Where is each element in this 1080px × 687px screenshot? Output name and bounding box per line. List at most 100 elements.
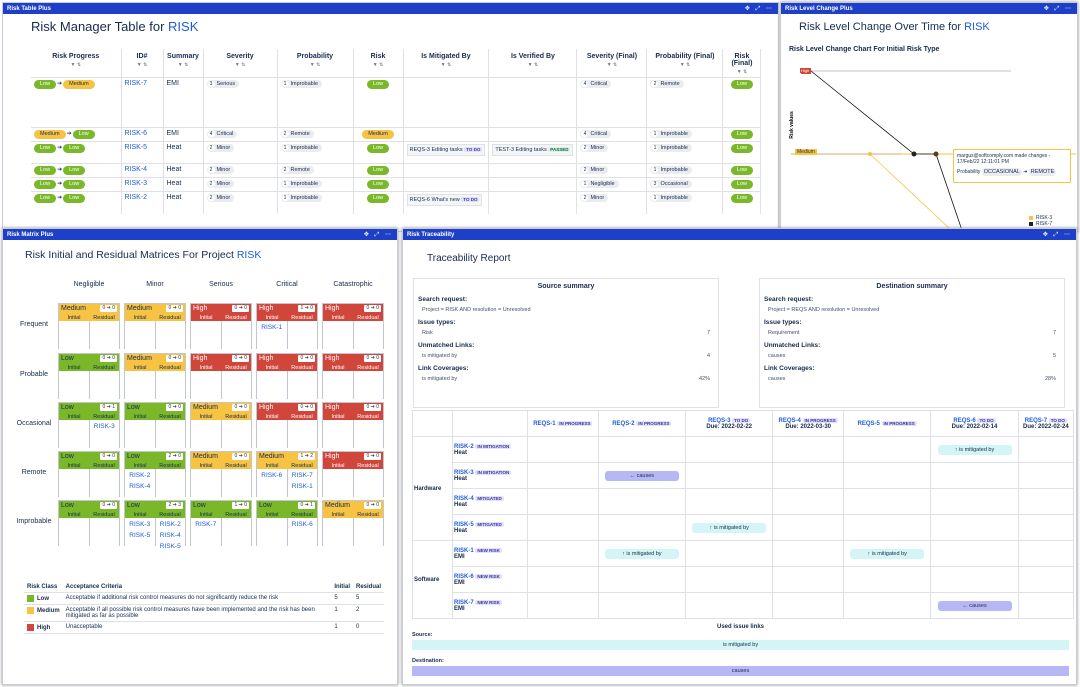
filter-sort-icon[interactable]: ▼ ⇅ (70, 62, 82, 68)
requirement-link[interactable]: REQS-3 (708, 417, 733, 424)
matrix-cell[interactable]: Low 0 ➔ 0 Initial Residual (58, 353, 120, 399)
matrix-cell[interactable]: Medium 0 ➔ 0 Initial Residual (190, 451, 252, 497)
initial-risks[interactable] (125, 420, 156, 448)
initial-risks[interactable] (323, 518, 354, 546)
initial-risks[interactable]: RISK-1 (257, 321, 288, 349)
requirement-link[interactable]: REQS-1 (533, 420, 558, 427)
panel-controls[interactable]: ✥ ⤢ ⋯ (1042, 231, 1072, 238)
link-cell[interactable]: ← causes (930, 592, 1019, 619)
initial-risks[interactable]: RISK-3 RISK-5 (125, 518, 156, 546)
initial-risks[interactable] (191, 469, 222, 497)
link-cell[interactable] (527, 592, 599, 619)
link-cell[interactable] (1017, 592, 1075, 619)
residual-risks[interactable] (288, 420, 318, 448)
matrix-cell[interactable]: High 0 ➔ 0 Initial Residual (322, 451, 384, 497)
column-header[interactable]: Summary ▼ ⇅ (163, 49, 204, 78)
risk-link[interactable]: RISK-3 (454, 469, 476, 476)
filter-sort-icon[interactable]: ▼ ⇅ (679, 62, 691, 68)
filter-sort-icon[interactable]: ▼ ⇅ (606, 62, 618, 68)
residual-risks[interactable]: RISK-7 RISK-1 (288, 469, 318, 497)
link-cell[interactable]: ↑ is mitigated by (597, 540, 687, 567)
matrix-cell[interactable]: Medium 1 ➔ 2 Initial Residual RISK-6 RISK-7 RI… (256, 451, 318, 497)
initial-risks[interactable] (59, 371, 90, 399)
matrix-cell[interactable]: High 0 ➔ 0 Initial Residual (256, 353, 318, 399)
link-cell[interactable] (684, 592, 774, 619)
link-cell[interactable] (930, 462, 1019, 489)
link-cell[interactable]: ↑ is mitigated by (842, 540, 932, 567)
risk-id-link[interactable]: RISK-6 (121, 127, 164, 142)
link-cell[interactable] (772, 488, 844, 515)
column-header[interactable]: Severity (Final) ▼ ⇅ (576, 49, 648, 78)
requirement-column[interactable]: REQS-4 IN PROGRESS Due: 2022-03-30 (772, 410, 844, 437)
issue-link[interactable]: REQS-6 What's new TO DO (406, 194, 483, 206)
risk-link[interactable]: RISK-3 (93, 423, 115, 430)
filter-sort-icon[interactable]: ▼ ⇅ (527, 62, 539, 68)
risk-link[interactable]: RISK-3 (129, 521, 151, 528)
link-cell[interactable] (684, 566, 774, 593)
residual-risks[interactable] (156, 420, 186, 448)
link-cell[interactable] (842, 436, 932, 463)
link-cell[interactable] (1017, 462, 1075, 489)
project-link[interactable]: RISK (964, 21, 990, 33)
initial-risks[interactable] (257, 518, 288, 546)
mitigated-link[interactable]: ↑ is mitigated by (937, 444, 1012, 455)
mitigated-link[interactable]: ↑ is mitigated by (850, 548, 925, 559)
risk-id-link[interactable]: RISK-5 (121, 141, 164, 164)
initial-risks[interactable] (125, 371, 156, 399)
table-row[interactable]: Low ➔ Low RISK-5 Heat 2 Minor 1 Improbable Low REQ… (31, 141, 762, 164)
risk-id-link[interactable]: RISK-3 (121, 177, 164, 192)
link-cell[interactable]: ↑ is mitigated by (684, 514, 774, 541)
column-header[interactable]: Is Verified By ▼ ⇅ (488, 49, 578, 78)
residual-risks[interactable] (288, 371, 318, 399)
risk-link[interactable]: RISK-2 (159, 521, 181, 528)
filter-sort-icon[interactable]: ▼ ⇅ (309, 62, 321, 68)
matrix-cell[interactable]: Medium 0 ➔ 0 Initial Residual (322, 500, 384, 546)
residual-risks[interactable] (156, 321, 186, 349)
legend-item[interactable]: RISK-7 (1036, 221, 1053, 227)
initial-risks[interactable]: RISK-7 (191, 518, 222, 546)
panel-controls[interactable]: ✥ ⤢ ⋯ (1043, 5, 1073, 12)
data-point[interactable] (911, 151, 917, 157)
initial-risks[interactable] (59, 518, 90, 546)
matrix-cell[interactable]: High 0 ➔ 0 Initial Residual (256, 402, 318, 448)
filter-sort-icon[interactable]: ▼ ⇅ (234, 62, 246, 68)
column-header[interactable]: ID# ▼ ⇅ (121, 49, 164, 78)
initial-risks[interactable] (323, 420, 354, 448)
risk-id-link[interactable]: RISK-7 (121, 77, 164, 128)
risk-link[interactable]: RISK-4 (129, 483, 151, 490)
matrix-cell[interactable]: Low 2 ➔ 3 Initial Residual RISK-3 RISK-5 RISK-… (124, 500, 186, 550)
residual-risks[interactable] (222, 469, 252, 497)
link-cell[interactable] (684, 436, 774, 463)
risk-link[interactable]: RISK-7 (195, 521, 217, 528)
legend-item[interactable]: RISK-3 (1036, 215, 1053, 221)
matrix-cell[interactable]: High 0 ➔ 0 Initial Residual (322, 353, 384, 399)
link-cell[interactable] (684, 488, 774, 515)
residual-risks[interactable] (156, 371, 186, 399)
column-header[interactable]: Probability ▼ ⇅ (277, 49, 354, 78)
table-row[interactable]: Low ➔ Low RISK-4 Heat 2 Minor 2 Remote Low 2 Minor 1… (31, 163, 762, 178)
mitigated-link[interactable]: ↑ is mitigated by (692, 522, 767, 533)
matrix-cell[interactable]: Low 0 ➔ 1 Initial Residual RISK-3 (58, 402, 120, 448)
requirement-column[interactable]: REQS-3 TO DO Due: 2022-02-22 (684, 410, 774, 437)
link-cell[interactable] (772, 540, 844, 567)
initial-risks[interactable] (59, 420, 90, 448)
residual-risks[interactable] (354, 371, 384, 399)
requirement-link[interactable]: REQS-5 (857, 420, 882, 427)
project-link[interactable]: RISK (236, 249, 262, 261)
link-cell[interactable] (1017, 566, 1075, 593)
data-point[interactable] (868, 152, 872, 156)
risk-link[interactable]: RISK-1 (291, 483, 313, 490)
link-cell[interactable] (527, 566, 599, 593)
link-cell[interactable] (527, 436, 599, 463)
data-point[interactable] (933, 151, 939, 157)
residual-risks[interactable] (90, 371, 120, 399)
risk-link[interactable]: RISK-6 (291, 521, 313, 528)
table-row[interactable]: Medium ➔ Low RISK-6 EMI 4 Critical 2 Remote Mediu… (31, 127, 762, 142)
mitigated-link[interactable]: ↑ is mitigated by (604, 548, 679, 559)
link-cell[interactable] (597, 566, 687, 593)
initial-risks[interactable] (191, 371, 222, 399)
risk-link[interactable]: RISK-2 (454, 443, 476, 450)
residual-risks[interactable] (90, 321, 120, 349)
residual-risks[interactable]: RISK-6 (288, 518, 318, 546)
residual-risks[interactable] (156, 469, 186, 497)
